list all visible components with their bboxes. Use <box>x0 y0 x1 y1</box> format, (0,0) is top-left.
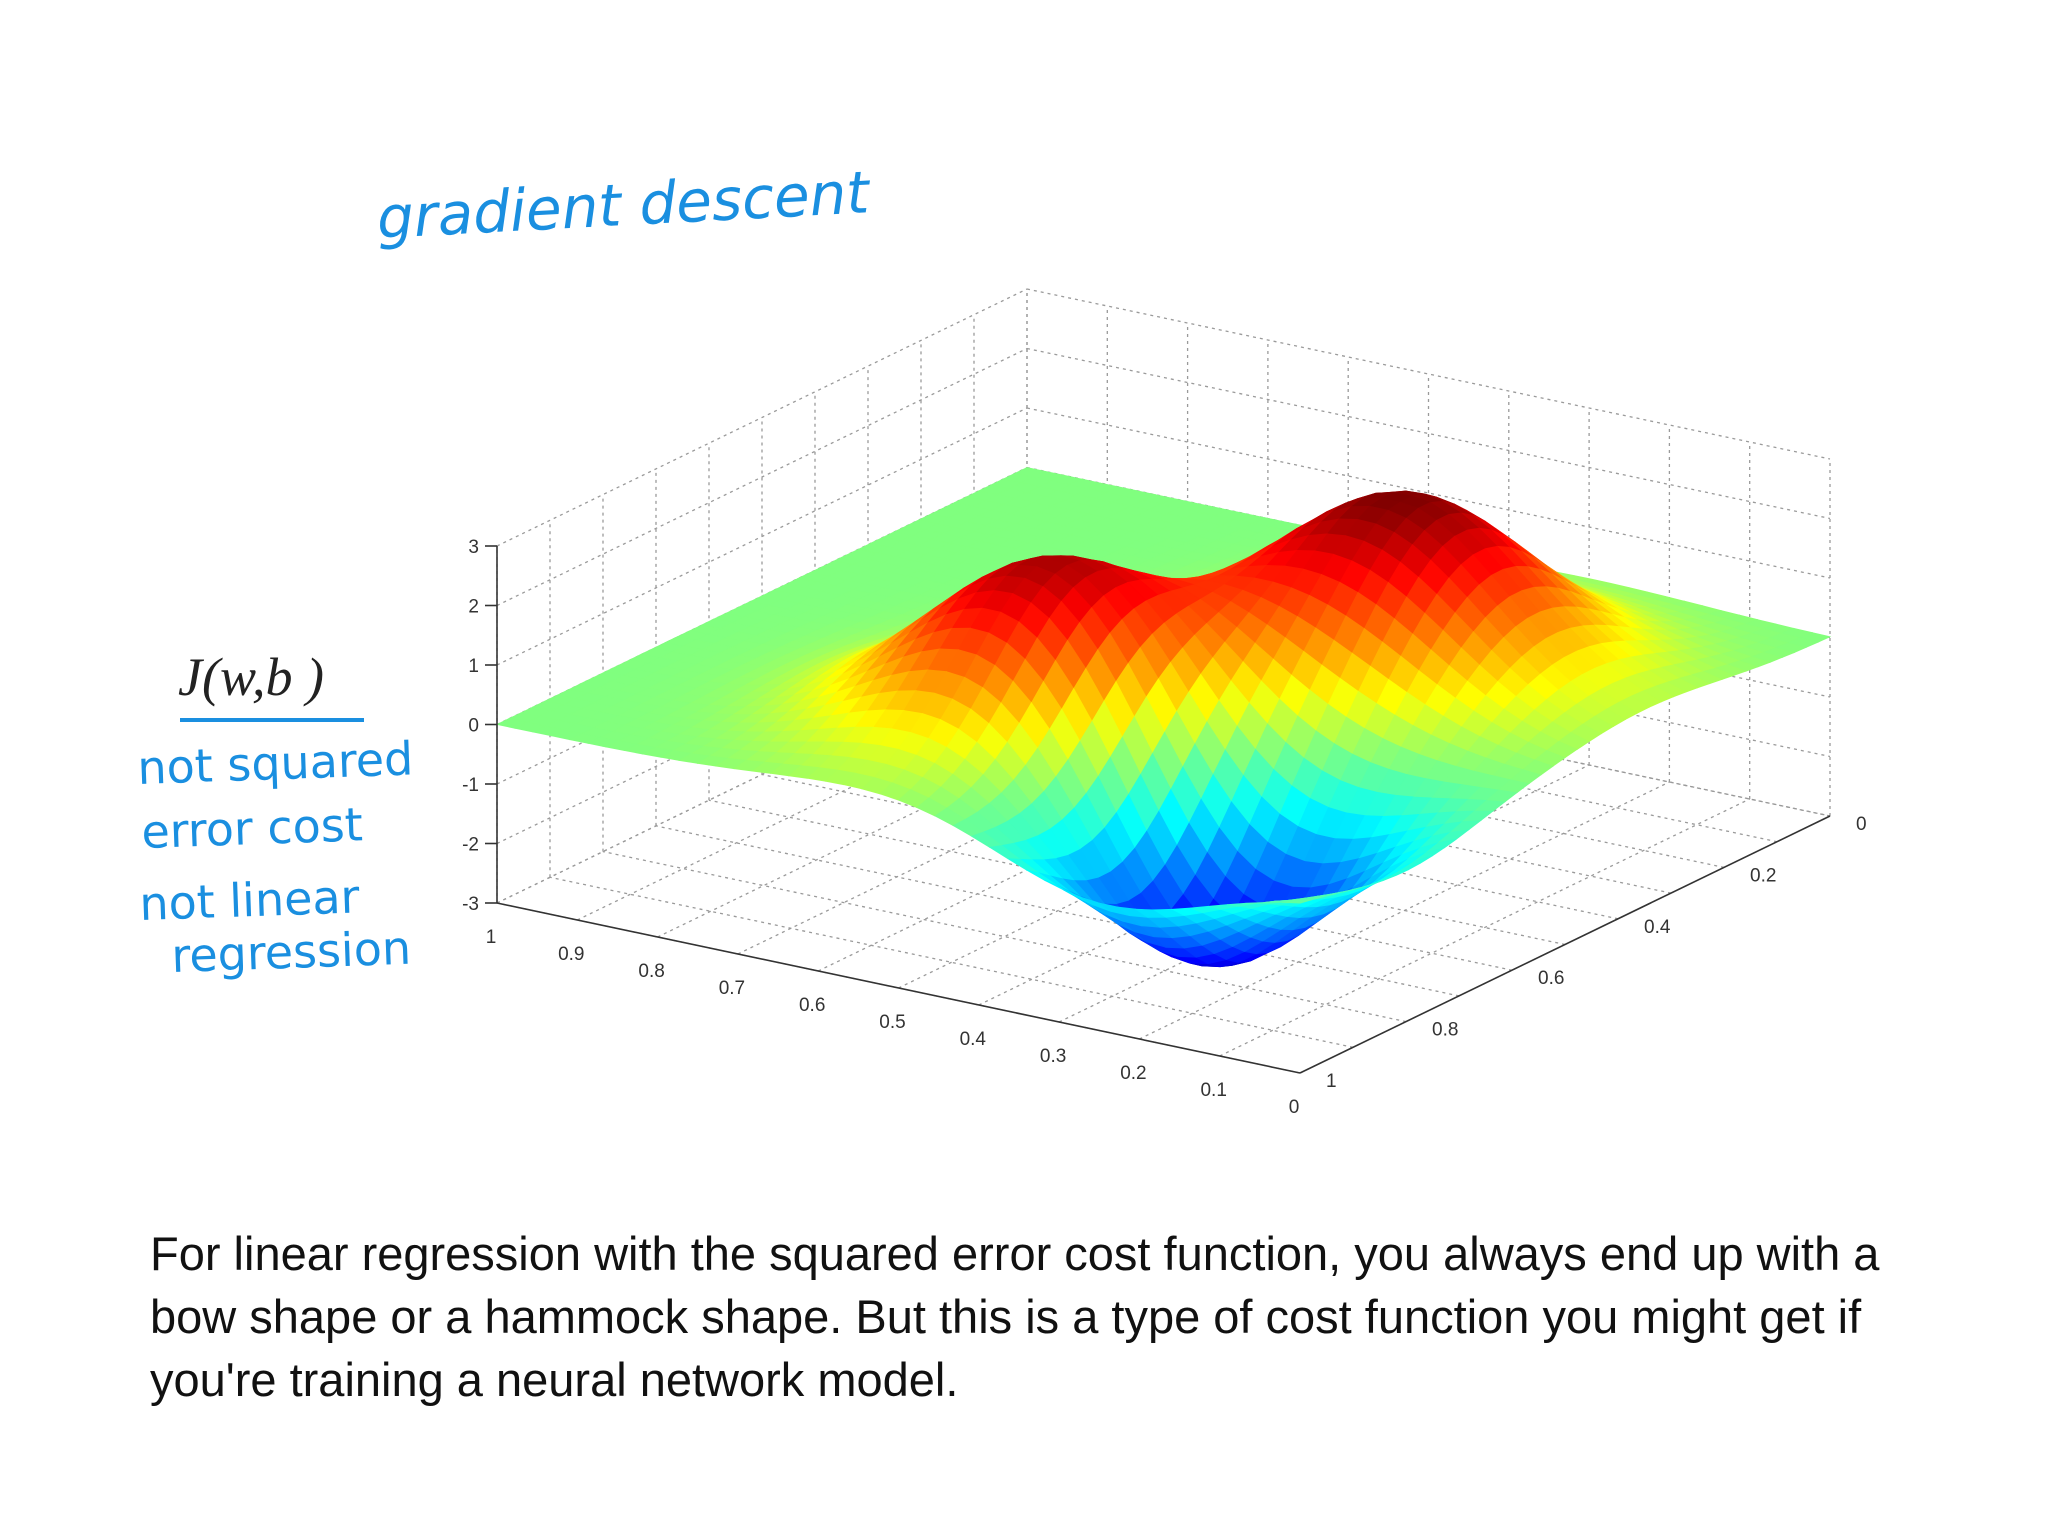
note-line-4: regression <box>170 921 411 983</box>
x-tick-label: 0.2 <box>1120 1063 1146 1084</box>
note-line-3: not linear <box>138 869 360 931</box>
z-tick-label: 2 <box>468 597 479 618</box>
slide-caption: For linear regression with the squared e… <box>150 1227 1880 1406</box>
y-tick-label: 0.8 <box>1432 1020 1458 1041</box>
surface-patch <box>1281 899 1313 904</box>
note-line-1: not squared <box>136 731 414 795</box>
gradient-descent-title: gradient descent <box>375 158 873 252</box>
floor-gridline <box>1139 781 1670 1040</box>
y-tick-label: 1 <box>1326 1071 1337 1092</box>
x-tick-label: 0.6 <box>799 995 825 1016</box>
x-tick-label: 0.3 <box>1040 1046 1066 1067</box>
z-tick-label: 0 <box>468 716 479 737</box>
wall-gridline <box>496 347 1028 607</box>
x-tick-label: 0.1 <box>1200 1080 1226 1101</box>
z-tick-label: -2 <box>462 835 479 856</box>
z-tick-label: -1 <box>462 775 479 796</box>
z-tick-label: -3 <box>462 894 479 915</box>
x-tick-label: 0.9 <box>558 944 584 965</box>
axes: 3 2 1 0 -1 -2 -3 0.9 0.8 0.7 0.6 0.5 0.4 0.3 0.2 0.1 0 1 0… <box>462 537 1866 1118</box>
x-tick-label: 0 <box>1289 1097 1300 1118</box>
y-tick-label: 0.2 <box>1750 865 1776 886</box>
x-tick-label: 0.4 <box>960 1029 987 1050</box>
y-tick-label: 0.4 <box>1644 917 1671 938</box>
x-tick-label: 0.7 <box>719 978 745 999</box>
y-tick-label: 0 <box>1856 814 1867 835</box>
z-tick-label: 3 <box>468 537 479 558</box>
note-line-2: error cost <box>140 797 363 859</box>
cost-function-label: J(w,b ) <box>178 647 324 707</box>
y-axis-line <box>1299 815 1831 1074</box>
x-tick-label: 0.5 <box>879 1012 905 1033</box>
floor-gridline <box>1219 798 1750 1057</box>
x-tick-label: 1 <box>486 927 497 948</box>
x-axis-line <box>496 902 1301 1074</box>
wall-gridline <box>496 288 1028 547</box>
z-tick-label: 1 <box>468 656 479 677</box>
wall-gridline <box>1026 288 1831 460</box>
surface-plot <box>495 467 1832 968</box>
y-tick-label: 0.6 <box>1538 968 1564 989</box>
x-tick-label: 0.8 <box>638 961 664 982</box>
